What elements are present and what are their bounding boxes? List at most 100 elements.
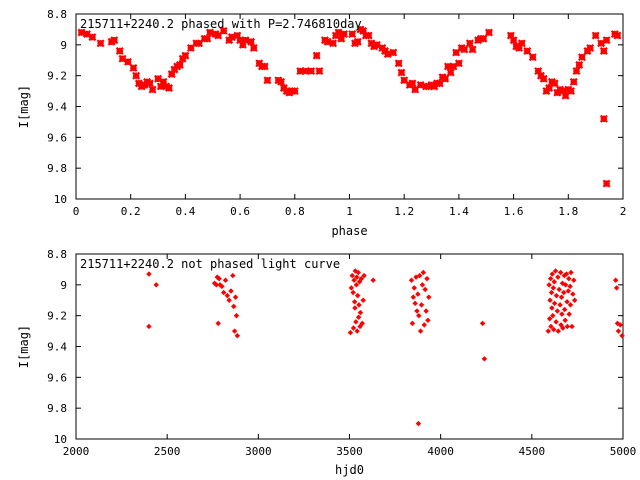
unphased-data-point	[566, 275, 572, 282]
phased-data-point	[506, 31, 515, 40]
unphased-data-point	[566, 311, 572, 317]
phased-data-point	[550, 79, 559, 88]
phased-data-point	[249, 43, 258, 52]
unphased-data-point	[612, 277, 619, 283]
unphased-data-point	[411, 285, 417, 291]
unphased-data-point	[564, 323, 571, 330]
phased-data-point	[334, 28, 343, 37]
phased-data-point	[219, 26, 228, 35]
unphased-data-point	[356, 302, 362, 308]
unphased-data-point	[564, 299, 570, 305]
unphased-data-point	[352, 305, 358, 311]
unphased-data-point	[619, 332, 625, 339]
phased-data-point	[263, 76, 272, 85]
phased-x-tick-label: 1.6	[504, 205, 524, 218]
phased-data-point	[110, 36, 119, 45]
unphased-panel: 2000 2500 3000 3500 4000 4500 5000 8.8 9 9.2 9.4 9.…	[17, 248, 636, 477]
unphased-data-point	[422, 286, 428, 293]
unphased-data-point	[153, 282, 159, 288]
phased-data-point	[123, 57, 132, 66]
phased-data-point	[165, 84, 173, 92]
unphased-data-point	[547, 275, 554, 282]
unphased-data-point	[354, 328, 360, 334]
unphased-data-point	[551, 300, 558, 307]
unphased-data-point	[231, 328, 238, 334]
phased-data-point	[597, 39, 606, 48]
phased-data-point	[206, 28, 214, 37]
phased-data-point	[154, 74, 163, 83]
phased-data-point	[394, 59, 403, 68]
unphased-data-point	[419, 282, 426, 288]
unphased-data-point	[234, 332, 241, 339]
phased-x-tick-label: 0.4	[175, 205, 195, 218]
unphased-data-point	[426, 294, 432, 300]
phased-data-point	[602, 179, 611, 188]
phased-axis-ticks: 0 0.2 0.4 0.6 0.8 1 1.2 1.4 1.6 1.8 2 8.8 9 9.2 9.4 9.6…	[47, 8, 626, 218]
unphased-data-point	[567, 283, 573, 290]
unphased-data-point	[570, 291, 576, 297]
phased-y-tick-label: 8.8	[47, 8, 67, 21]
unphased-y-tick-label: 9.4	[47, 341, 67, 354]
unphased-data-point	[353, 319, 359, 325]
phased-data-point	[247, 37, 256, 46]
phased-chart-title: 215711+2240.2 phased with P=2.746810day	[80, 17, 362, 31]
phased-data-point	[452, 48, 461, 57]
unphased-data-point	[357, 323, 363, 330]
phased-data-point	[77, 28, 86, 37]
phased-data-point	[383, 50, 392, 59]
unphased-data-point	[224, 292, 231, 299]
unphased-data-point	[358, 275, 365, 282]
unphased-data-point	[561, 289, 567, 296]
phased-data-point	[613, 31, 622, 40]
phased-data-point	[460, 45, 469, 54]
unphased-data-point	[615, 328, 622, 334]
phased-data-point	[348, 30, 357, 39]
unphased-data-point	[557, 302, 563, 308]
phased-data-point	[82, 30, 91, 39]
unphased-data-point	[350, 325, 357, 331]
phased-data-point	[353, 37, 362, 46]
unphased-data-point	[414, 308, 420, 314]
unphased-data-point	[347, 329, 354, 336]
phased-data-point	[340, 30, 349, 39]
unphased-data-point	[423, 308, 429, 314]
phased-data-point	[238, 40, 247, 49]
phased-data-point	[315, 67, 324, 76]
unphased-data-point	[228, 288, 234, 294]
phased-x-tick-label: 0.2	[121, 205, 141, 218]
unphased-x-tick-label: 3000	[245, 445, 272, 458]
unphased-x-axis-label: hjd0	[335, 463, 364, 477]
unphased-chart-title: 215711+2240.2 not phased light curve	[80, 257, 340, 271]
unphased-data-point	[568, 269, 574, 276]
unphased-data-point	[613, 285, 620, 291]
unphased-data-point	[353, 282, 360, 288]
unphased-data-point	[219, 283, 225, 290]
phased-data-point	[156, 82, 165, 91]
phased-data-point	[181, 51, 190, 60]
phased-data-point	[186, 43, 195, 52]
phased-data-point	[277, 77, 286, 86]
unphased-data-point	[370, 277, 376, 283]
phased-data-point	[446, 68, 455, 77]
unphased-data-point	[146, 271, 152, 277]
unphased-y-axis-label: I[mag]	[17, 325, 31, 368]
unphased-data-point	[409, 320, 416, 327]
phased-x-tick-label: 1.8	[558, 205, 578, 218]
phased-data-point	[118, 54, 127, 63]
phased-data-point	[260, 62, 269, 71]
phased-data-point	[227, 33, 236, 42]
phased-y-tick-label: 9.4	[47, 101, 67, 114]
unphased-data-point	[146, 323, 152, 330]
phased-data-point	[145, 79, 154, 88]
unphased-data-point	[549, 305, 555, 311]
unphased-data-point	[233, 312, 240, 319]
phased-data-point	[591, 31, 600, 40]
phased-data-point	[88, 33, 97, 42]
unphased-data-point	[554, 308, 561, 314]
phased-data-point	[468, 45, 477, 54]
phased-data-point	[599, 114, 608, 123]
phased-data-point	[312, 51, 321, 60]
phased-data-point	[416, 80, 425, 89]
unphased-axis-ticks: 2000 2500 3000 3500 4000 4500 5000 8.8 9 9.2 9.4 9.…	[47, 248, 636, 458]
